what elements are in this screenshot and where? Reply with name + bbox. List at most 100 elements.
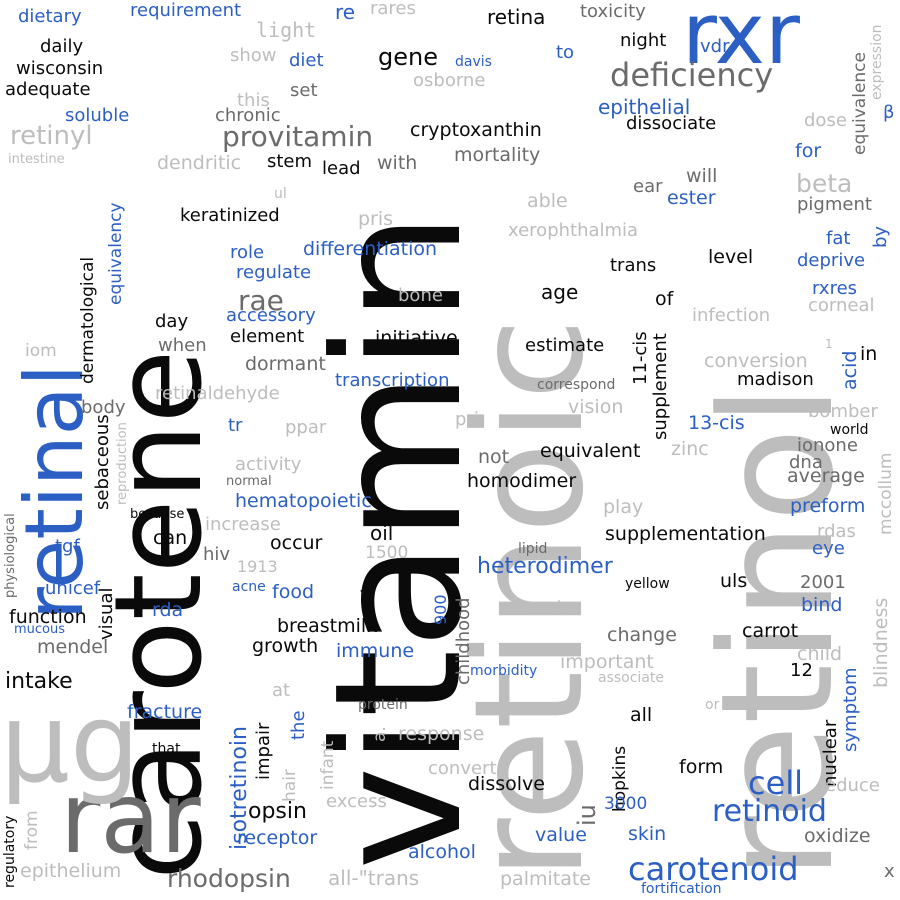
word-pigment: pigment [797,194,872,215]
word-1913: 1913 [237,557,278,576]
word-cryptoxanthin: cryptoxanthin [410,119,542,141]
word-rda: rda [152,599,184,621]
word-vision: vision [568,396,624,418]
word-preform: preform [790,495,866,517]
word-yellow: yellow [625,576,670,592]
word-value: value [535,824,587,846]
word-dendritic: dendritic [157,152,242,174]
word-trans: trans [610,255,657,276]
word-physiological: physiological [3,513,18,598]
word-wisconsin: wisconsin [16,58,104,79]
word-retinaldehyde: retinaldehyde [155,383,280,404]
word-activity: activity [235,454,302,475]
word-hair: hair [280,769,300,802]
word-play: play [603,496,644,518]
word-show: show [230,45,277,66]
word-retinyl: retinyl [10,121,93,151]
word-morbidity: morbidity [470,663,538,679]
word-toxicity: toxicity [580,1,646,22]
word-intake: intake [5,669,73,694]
word-for: for [795,140,822,162]
word-tgf: tgf [55,536,80,557]
word-chronic: chronic [215,105,281,126]
word-from: from [22,810,42,850]
word-deprive: deprive [797,250,866,271]
word-can: can [153,527,188,549]
word-this: this [237,90,270,111]
word-important: important [560,651,654,673]
word-because: because [130,507,185,522]
word-uls: uls [720,570,748,592]
word-oil: oil [370,521,394,545]
word-supplement: supplement [650,333,671,440]
word-oxidize: oxidize [804,825,871,847]
word-set: set [290,80,318,101]
word-equivalent: equivalent [540,440,641,462]
word-function: function [9,606,87,628]
word-mortality: mortality [454,144,541,166]
word-ear: ear [633,176,663,197]
word-mucous: mucous [14,622,66,637]
word-at: at [272,680,291,701]
word-dna: dna [789,452,823,473]
word-will: will [686,165,718,187]
word-rar: rar [60,762,201,876]
word-zinc: zinc [671,438,709,460]
word-bone: bone [398,285,443,306]
word-element: element [230,326,305,347]
word-beta: beta [796,169,853,198]
word-epithelial: epithelial [598,95,691,119]
word-beta-symbol: β [883,102,895,123]
word-soluble: soluble [65,105,130,126]
word-heterodimer: heterodimer [477,554,613,579]
word-supplementation: supplementation [605,523,766,545]
word-day: day [155,311,189,332]
word-re: re [335,0,356,24]
word-11-cis: 11-cis [630,331,651,385]
word-growth: growth [252,635,319,657]
word-accessory: accessory [226,305,316,326]
word-in: in [860,343,878,365]
word-when: when [158,335,207,356]
word-with: with [377,152,418,174]
word-rxres: rxres [812,278,858,299]
word-pri: pri [455,409,479,430]
word-fracture: fracture [127,701,203,723]
word-people: people [522,599,570,615]
word-cell: cell [748,764,804,802]
word-or: or [705,697,720,713]
word-level: level [708,246,754,268]
word-acid: acid [839,350,861,390]
word-reduce: reduce [818,775,880,796]
word-differentiation: differentiation [303,238,438,260]
word-mccollum: mccollum [876,452,896,535]
word-carotenoid: carotenoid [628,850,799,888]
word-of: of [655,288,674,310]
word-correspond: correspond [537,377,616,393]
word-alcohol: alcohol [408,841,476,863]
word-symptom: symptom [840,667,861,752]
word-not: not [478,446,510,468]
word-role: role [230,242,265,263]
word-rxr: rxr [682,0,800,84]
word-12: 12 [790,660,813,681]
word-stem: stem [267,151,313,172]
word-ionone: ionone [797,435,858,456]
word-increase: increase [205,514,281,535]
word-receptor: receptor [237,827,318,849]
word-the: the [288,710,309,740]
word-night: night [620,30,667,51]
word-age: age [541,280,579,304]
word-hiv: hiv [203,544,231,565]
word-diet: diet [289,50,324,71]
word-acne: acne [232,579,266,595]
word-daily: daily [40,36,84,57]
word-body: body [81,397,126,418]
word-dormant: dormant [245,353,326,375]
word-form: form [679,756,724,778]
word-a-dot: a. [370,726,390,742]
word-epithelium: epithelium [20,860,122,882]
word-unicef: unicef [45,578,101,599]
word-retinoid: retinoid [712,794,827,829]
word-breastmilk: breastmilk [277,615,378,637]
